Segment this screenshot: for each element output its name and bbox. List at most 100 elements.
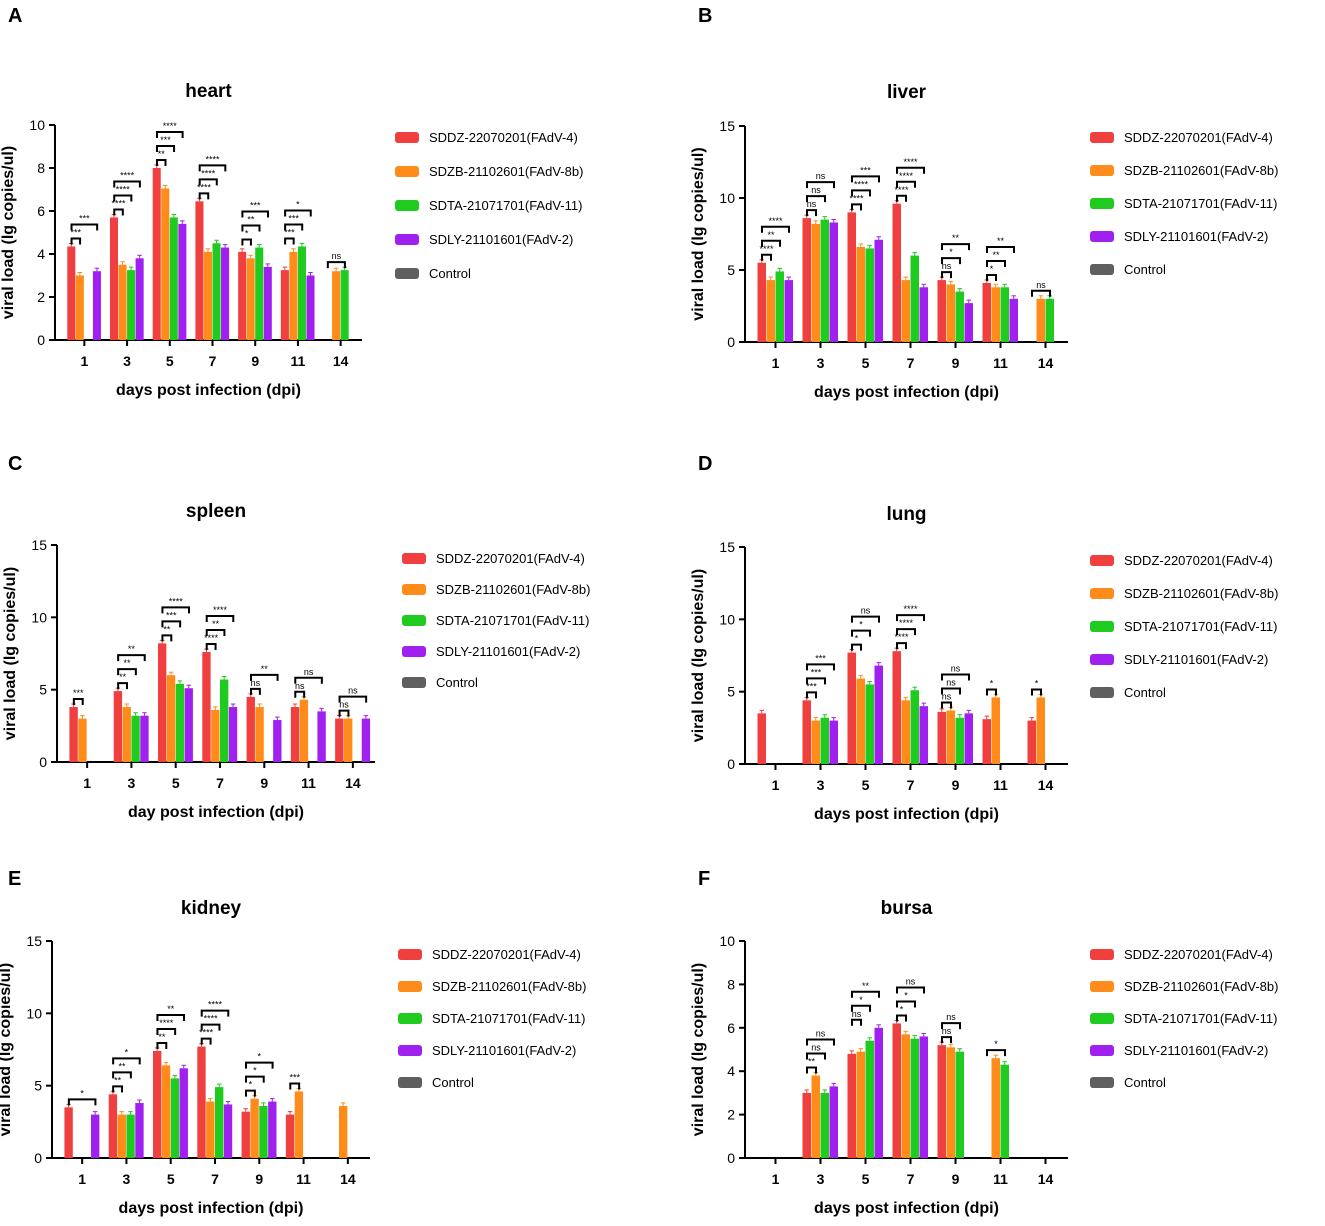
legend-label: Control (429, 266, 471, 281)
chart-title: lung (886, 504, 926, 525)
x-tick-label: 11 (993, 777, 1008, 793)
significance-label: ns (811, 185, 821, 195)
legend-label: SDZB-21102601(FAdV-8b) (432, 979, 586, 994)
significance-label: * (859, 995, 863, 1005)
legend-label: Control (432, 1075, 474, 1090)
panel-letter: D (698, 453, 712, 475)
bar-sdzb-21102601 (255, 707, 264, 762)
significance-label: *** (815, 653, 826, 663)
significance-label: ns (348, 686, 358, 696)
bar-sdly-21101601 (361, 718, 371, 762)
significance-bracket (294, 676, 323, 684)
legend-label: SDTA-21071701(FAdV-11) (429, 198, 582, 213)
significance-label: ** (123, 658, 131, 668)
y-tick-label: 0 (34, 1150, 42, 1166)
bar-sddz-22070201 (847, 1053, 856, 1158)
legend-label: SDTA-21071701(FAdV-11) (436, 613, 589, 628)
bar-sdly-21101601 (92, 271, 101, 340)
significance-bracket (284, 223, 304, 231)
significance-bracket (896, 614, 925, 622)
significance-label: ** (261, 664, 269, 674)
y-tick-label: 5 (34, 1078, 42, 1094)
bar-sdta-21071701 (1000, 1064, 1009, 1158)
bar-sdly-21101601 (919, 287, 928, 342)
significance-label: ns (861, 606, 871, 616)
significance-bracket (117, 654, 146, 662)
legend-label: SDLY-21101601(FAdV-2) (1124, 1043, 1268, 1058)
significance-bracket (941, 271, 952, 279)
significance-bracket (941, 701, 952, 709)
legend-label: SDLY-21101601(FAdV-2) (436, 644, 580, 659)
bar-sdzb-21102601 (1036, 298, 1045, 342)
y-tick-label: 0 (727, 334, 735, 350)
bar-sddz-22070201 (1027, 720, 1036, 764)
significance-label: **** (903, 157, 918, 167)
x-tick-label: 3 (128, 775, 136, 791)
legend-label: SDDZ-22070201(FAdV-4) (1124, 130, 1273, 145)
bar-sdly-21101601 (1009, 298, 1018, 342)
bar-sdzb-21102601 (856, 678, 865, 764)
legend-label: SDLY-21101601(FAdV-2) (429, 232, 573, 247)
y-axis-title: viral load (lg copies/ul) (0, 146, 17, 319)
legend-label: SDLY-21101601(FAdV-2) (432, 1043, 576, 1058)
significance-bracket (806, 1066, 817, 1074)
significance-bracket (1031, 688, 1042, 696)
x-axis-title: days post infection (dpi) (116, 382, 301, 399)
significance-bracket (113, 208, 124, 216)
legend-swatch (1090, 555, 1114, 566)
bar-sdzb-21102601 (246, 258, 255, 340)
legend-label: SDLY-21101601(FAdV-2) (1124, 652, 1268, 667)
y-tick-label: 6 (727, 1020, 735, 1036)
legend-swatch (402, 553, 426, 564)
bar-sddz-22070201 (290, 707, 300, 762)
legend-swatch (1090, 1045, 1114, 1056)
significance-bracket (245, 1075, 265, 1083)
significance-bracket (896, 180, 916, 188)
significance-label: **** (116, 184, 131, 194)
significance-label: * (80, 1088, 84, 1098)
significance-bracket (155, 131, 184, 138)
x-tick-label: 5 (172, 775, 180, 791)
bar-sdzb-21102601 (1036, 697, 1045, 764)
legend-swatch (402, 584, 426, 595)
significance-label: ns (332, 251, 342, 261)
bar-sdly-21101601 (91, 1114, 100, 1158)
bar-sdta-21071701 (212, 243, 221, 340)
bar-sdly-21101601 (919, 706, 928, 764)
legend-label: SDLY-21101601(FAdV-2) (1124, 229, 1268, 244)
bar-sddz-22070201 (69, 707, 78, 762)
bar-sddz-22070201 (847, 212, 856, 342)
bar-sdta-21071701 (820, 717, 829, 764)
x-tick-label: 11 (993, 355, 1008, 371)
significance-label: *** (160, 135, 171, 145)
significance-bracket (851, 189, 871, 197)
significance-bracket (198, 178, 218, 186)
bar-sddz-22070201 (109, 217, 119, 340)
bar-sddz-22070201 (280, 270, 289, 340)
bar-sdta-21071701 (910, 690, 919, 764)
bar-sdzb-21102601 (161, 188, 170, 340)
x-axis-title: day post infection (dpi) (128, 804, 304, 821)
bar-sdta-21071701 (1045, 298, 1054, 342)
legend-label: SDZB-21102601(FAdV-8b) (1124, 979, 1278, 994)
significance-bracket (986, 688, 997, 696)
significance-bracket (806, 1052, 826, 1060)
significance-bracket (200, 1037, 212, 1045)
significance-label: **** (204, 633, 219, 643)
x-tick-label: 14 (1038, 777, 1054, 793)
bar-sdly-21101601 (178, 223, 187, 340)
x-tick-label: 1 (80, 353, 88, 369)
significance-bracket (112, 1071, 132, 1079)
bar-sddz-22070201 (202, 652, 211, 762)
significance-label: * (1035, 678, 1039, 688)
legend-label: SDTA-21071701(FAdV-11) (1124, 196, 1277, 211)
x-tick-label: 11 (301, 775, 316, 791)
panel-letter: A (8, 5, 22, 27)
y-tick-label: 10 (29, 117, 45, 133)
legend-swatch (398, 1045, 422, 1056)
y-tick-label: 15 (26, 933, 42, 949)
bar-sddz-22070201 (982, 719, 991, 764)
significance-label: *** (71, 227, 82, 237)
significance-label: ** (767, 230, 775, 240)
bar-sdzb-21102601 (811, 720, 820, 764)
